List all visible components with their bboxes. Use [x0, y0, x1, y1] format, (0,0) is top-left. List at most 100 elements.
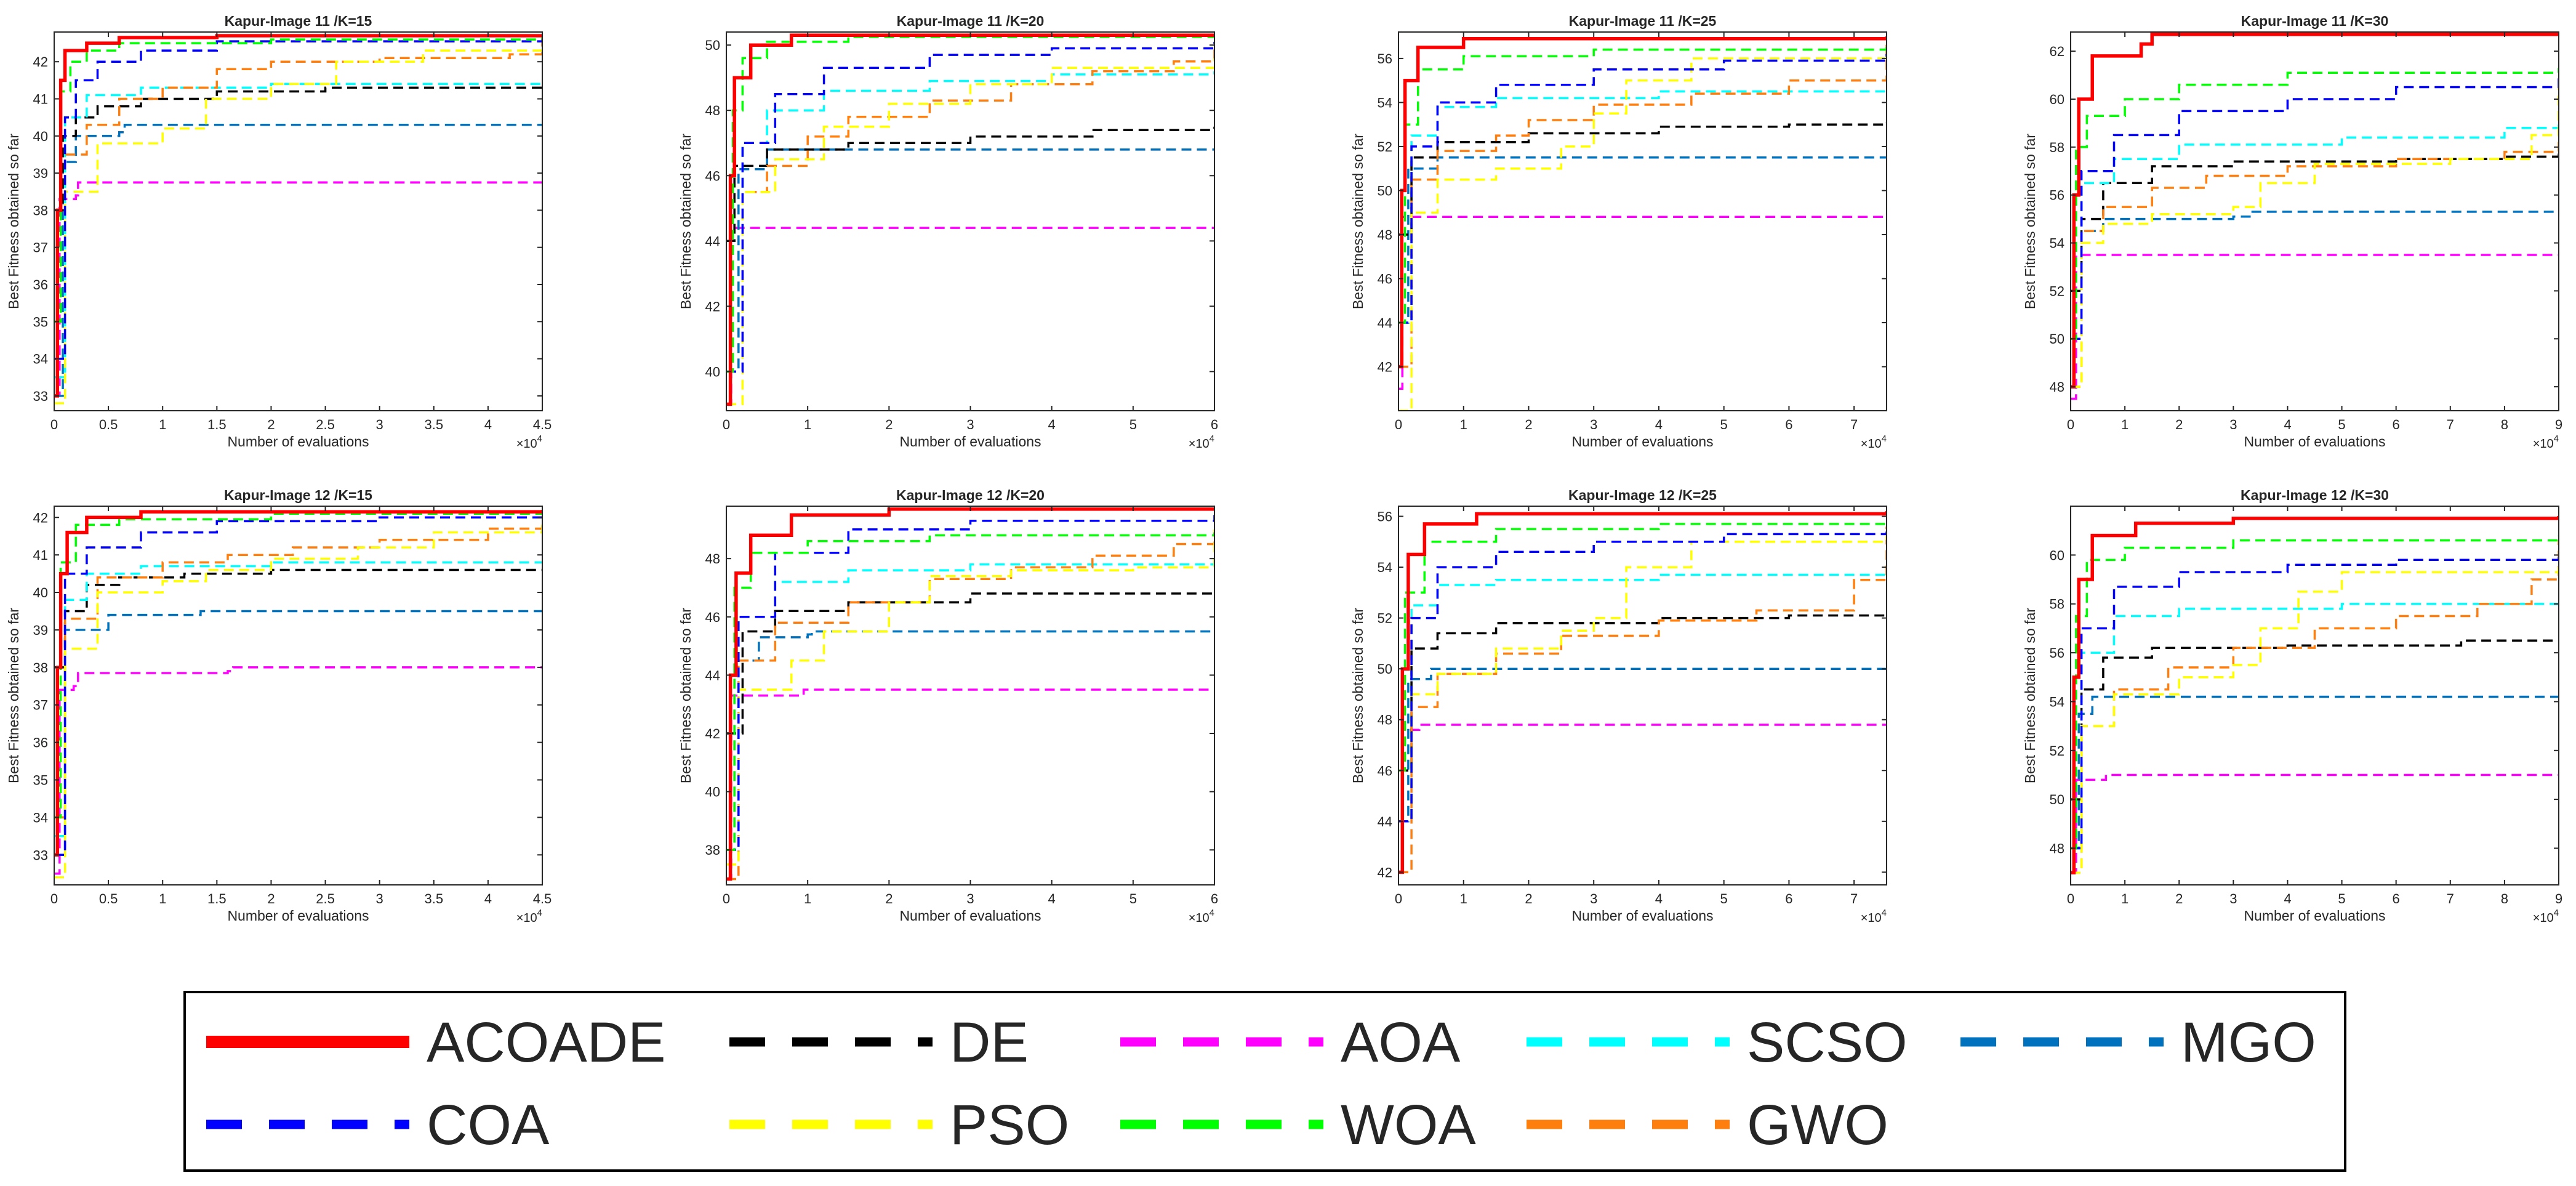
x-axis-multiplier: ×104 [516, 434, 542, 451]
series-line-woa [2071, 68, 2559, 340]
legend-label-de: DE [950, 1011, 1029, 1074]
y-tick-label: 50 [1378, 183, 1392, 198]
x-axis-label: Number of evaluations [899, 434, 1041, 450]
legend-label-woa: WOA [1341, 1094, 1476, 1156]
x-tick-label: 5 [1130, 417, 1137, 432]
series-line-coa [2071, 75, 2559, 340]
x-axis-label: Number of evaluations [899, 908, 1041, 924]
series-line-coa [726, 41, 1214, 373]
x-tick-label: 0 [2067, 891, 2074, 906]
x-tick-label: 3 [376, 891, 383, 906]
x-axis-multiplier: ×104 [1861, 908, 1887, 925]
x-tick-label: 3 [966, 891, 974, 906]
series-line-acoade [1398, 511, 1887, 874]
x-tick-label: 1 [1460, 417, 1467, 432]
y-tick-label: 42 [33, 510, 48, 525]
series-line-scso [54, 83, 542, 379]
legend: ACOADE DE AOA SCSO MGO COA PSO WOA GWO [183, 991, 2346, 1172]
x-tick-label: 6 [1211, 891, 1218, 906]
subplot-title: Kapur-Image 11 /K=25 [1569, 13, 1717, 29]
x-tick-label: 3 [1590, 417, 1597, 432]
series-group [2071, 515, 2559, 874]
series-line-woa [1398, 521, 1887, 772]
y-tick-label: 62 [2050, 44, 2064, 59]
plot-area [2071, 32, 2559, 411]
series-line-de [2071, 639, 2559, 801]
series-line-gwo [54, 41, 542, 360]
x-tick-label: 3 [1590, 891, 1597, 906]
x-axis-label: Number of evaluations [2244, 434, 2385, 450]
plot-area [1398, 506, 1887, 885]
x-tick-label: 4 [1048, 417, 1056, 432]
subplot-title: Kapur-Image 12 /K=30 [2241, 487, 2389, 503]
x-tick-label: 2 [885, 891, 893, 906]
plot-area [726, 506, 1214, 885]
x-tick-label: 0 [2067, 417, 2074, 432]
x-axis-multiplier: ×104 [1861, 434, 1887, 451]
y-tick-label: 34 [33, 810, 48, 825]
y-tick-label: 33 [33, 847, 48, 863]
x-tick-label: 0 [723, 417, 730, 432]
series-group [726, 33, 1214, 406]
y-tick-label: 41 [33, 547, 48, 563]
x-tick-label: 4 [2284, 417, 2291, 432]
y-tick-label: 54 [1378, 95, 1392, 110]
y-tick-label: 56 [1378, 51, 1392, 67]
y-tick-label: 40 [33, 585, 48, 600]
y-tick-label: 46 [1378, 763, 1392, 778]
x-tick-label: 1.5 [207, 417, 227, 432]
x-axis-label: Number of evaluations [1571, 908, 1713, 924]
legend-label-coa: COA [427, 1094, 550, 1156]
x-tick-label: 8 [2501, 417, 2508, 432]
y-tick-label: 56 [1378, 509, 1392, 525]
series-line-gwo [2071, 87, 2559, 388]
x-axis-multiplier: ×104 [1189, 434, 1214, 451]
series-line-de [1398, 613, 1887, 772]
plot-area [54, 32, 542, 411]
legend-label-aoa: AOA [1341, 1011, 1461, 1074]
x-tick-label: 7 [2447, 891, 2454, 906]
x-tick-label: 1 [804, 891, 811, 906]
series-line-mgo [54, 123, 542, 397]
y-tick-label: 36 [33, 277, 48, 292]
series-line-acoade [2071, 33, 2559, 389]
series-line-acoade [726, 33, 1214, 406]
y-tick-label: 58 [2050, 597, 2064, 612]
y-tick-label: 56 [2050, 645, 2064, 661]
x-tick-label: 2 [2175, 417, 2183, 432]
y-tick-label: 60 [2050, 92, 2064, 107]
y-tick-label: 52 [1378, 139, 1392, 155]
plot-area [1398, 32, 1887, 411]
series-line-coa [1398, 54, 1887, 324]
x-axis-label: Number of evaluations [1571, 434, 1713, 450]
x-tick-label: 3.5 [424, 417, 443, 432]
axes-box [54, 506, 543, 885]
x-tick-label: 5 [2338, 417, 2345, 432]
x-axis-multiplier: ×104 [1189, 908, 1214, 925]
x-tick-label: 2 [267, 891, 275, 906]
x-tick-label: 0 [1395, 891, 1402, 906]
x-tick-label: 4.5 [533, 891, 552, 906]
x-tick-label: 9 [2555, 891, 2562, 906]
x-tick-label: 2.5 [316, 891, 335, 906]
x-tick-label: 0.5 [99, 891, 118, 906]
plot-area [2071, 506, 2559, 885]
y-tick-label: 42 [33, 54, 48, 70]
series-line-woa [2071, 535, 2559, 850]
y-tick-label: 39 [33, 623, 48, 638]
series-line-gwo [54, 525, 542, 819]
series-line-pso [726, 529, 1214, 866]
y-tick-label: 50 [2050, 792, 2064, 807]
x-tick-label: 1 [1460, 891, 1467, 906]
series-group [54, 510, 542, 879]
y-tick-label: 40 [33, 129, 48, 144]
y-tick-label: 37 [33, 240, 48, 256]
y-tick-label: 35 [33, 773, 48, 788]
x-tick-label: 3 [966, 417, 974, 432]
series-line-gwo [726, 532, 1214, 881]
subplot-1: 0 0.5 1 1.5 2 2.5 3 3.5 4 4.5 33 34 35 36 37 38 39 40 41 42… [6, 13, 552, 451]
x-tick-label: 2 [1525, 891, 1532, 906]
x-tick-label: 6 [2393, 417, 2400, 432]
